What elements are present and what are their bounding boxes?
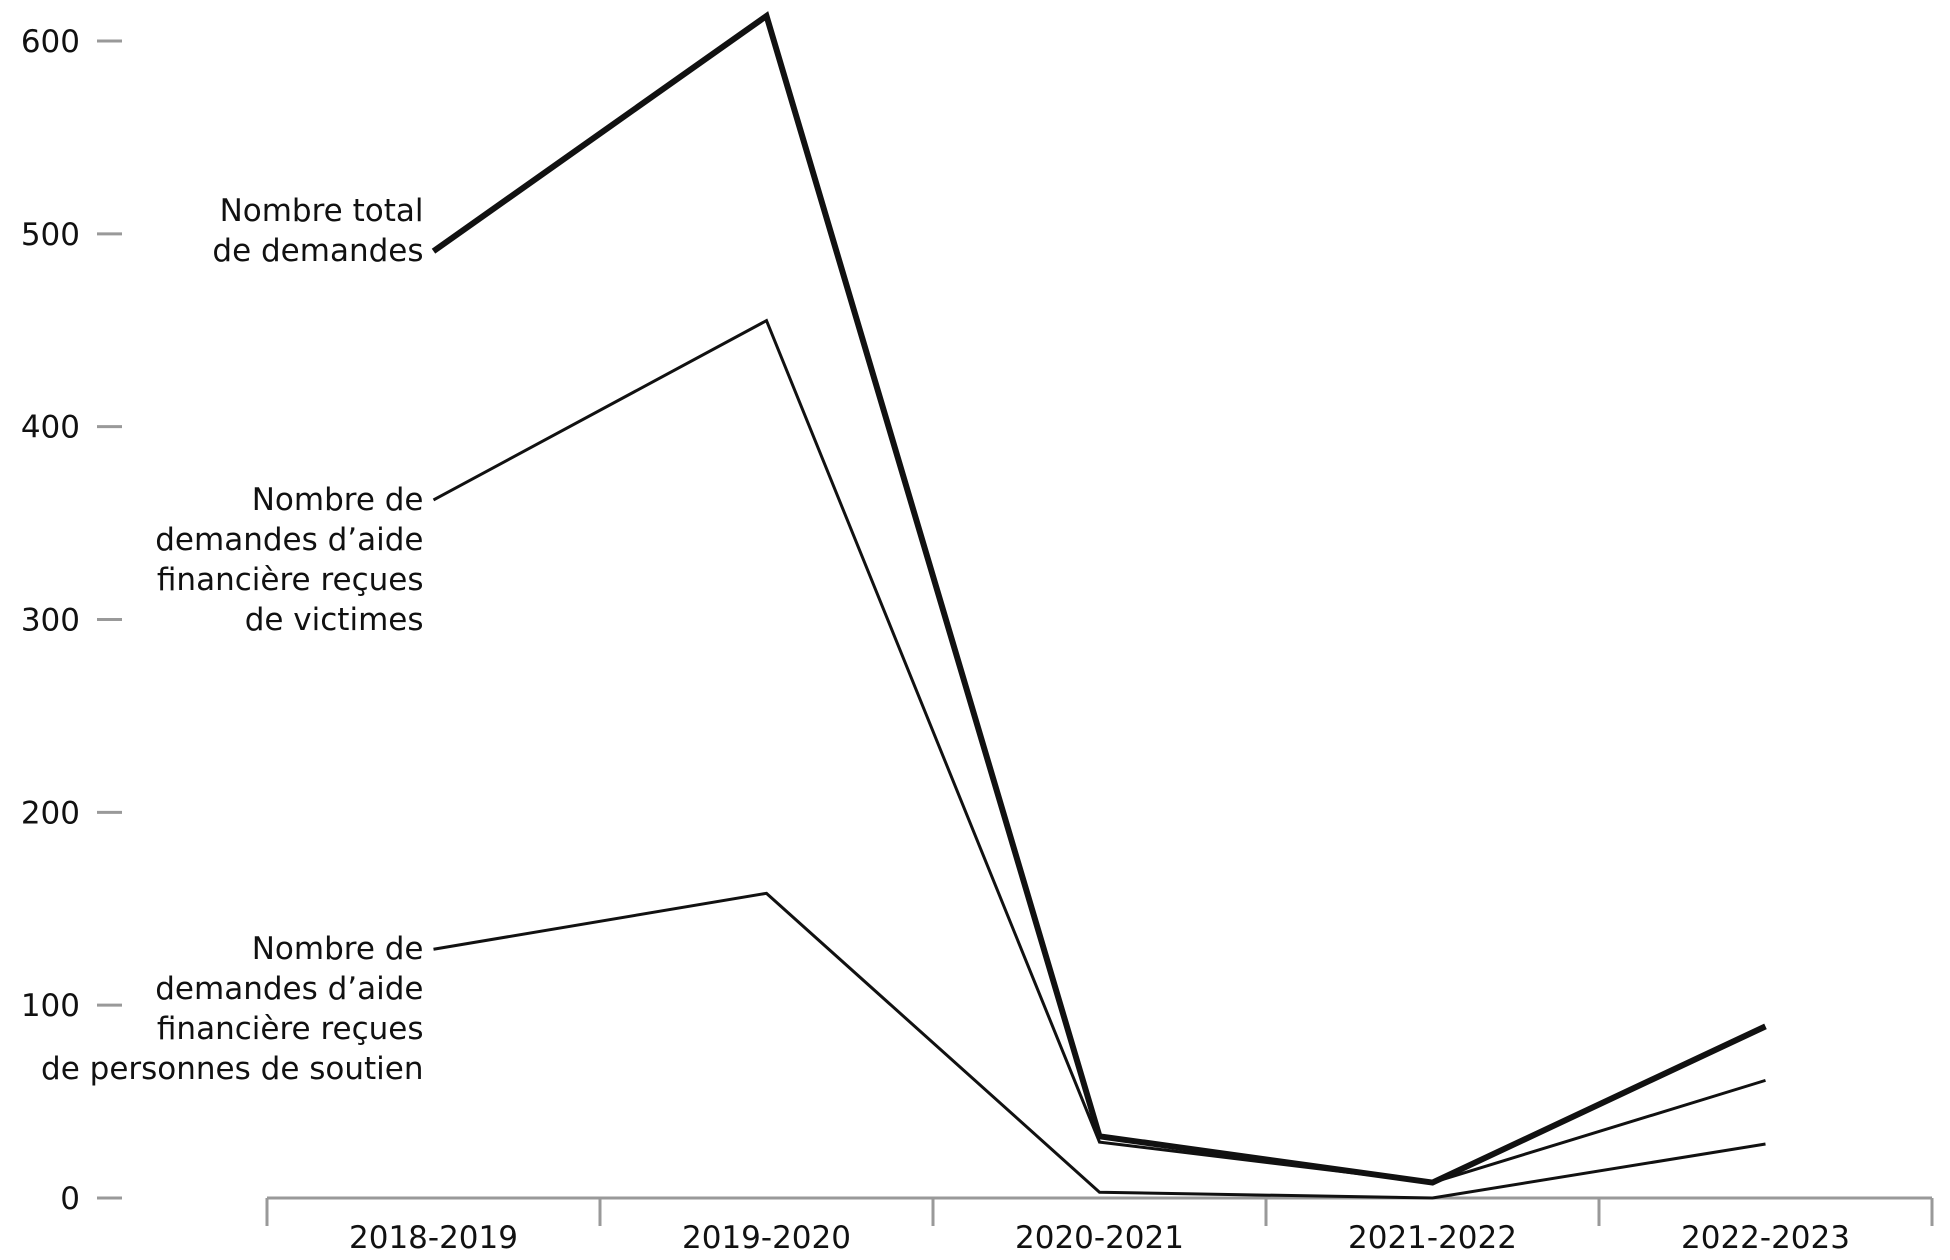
series-label-line: Nombre de (252, 931, 424, 967)
series-label-line: Nombre total (220, 193, 424, 229)
series-label: Nombre total de demandes (212, 193, 423, 269)
series-label: Nombre de demandes d’aide financière reçue… (41, 931, 423, 1087)
x-tick-label: 2022-2023 (1681, 1220, 1850, 1256)
y-tick-label: 300 (21, 603, 80, 639)
series-line (431, 11, 1767, 1186)
series-line (433, 891, 1766, 1200)
series-label-line: Nombre de (252, 482, 424, 518)
series-label-line: demandes d’aide (155, 971, 423, 1007)
series-label-line: financière reçues (157, 562, 424, 598)
x-tick-label: 2021-2022 (1348, 1220, 1517, 1256)
series-label-line: de demandes (212, 233, 423, 269)
x-tick-label: 2018-2019 (349, 1220, 518, 1256)
series-label-line: de personnes de soutien (41, 1051, 423, 1087)
y-tick-label: 100 (21, 988, 80, 1024)
series-line (432, 318, 1766, 1185)
series-label-line: financière reçues (157, 1011, 424, 1047)
series-label-line: de victimes (245, 602, 424, 638)
series-label-line: demandes d’aide (155, 522, 423, 558)
x-tick-label: 2020-2021 (1015, 1220, 1184, 1256)
y-tick-label: 500 (21, 217, 80, 253)
x-tick-label: 2019-2020 (682, 1220, 851, 1256)
y-tick-label: 600 (21, 24, 80, 60)
series-label: Nombre de demandes d’aide financière reçue… (155, 482, 423, 638)
y-tick-label: 400 (21, 410, 80, 446)
y-tick-label: 200 (21, 795, 80, 831)
y-tick-label: 0 (60, 1181, 80, 1217)
